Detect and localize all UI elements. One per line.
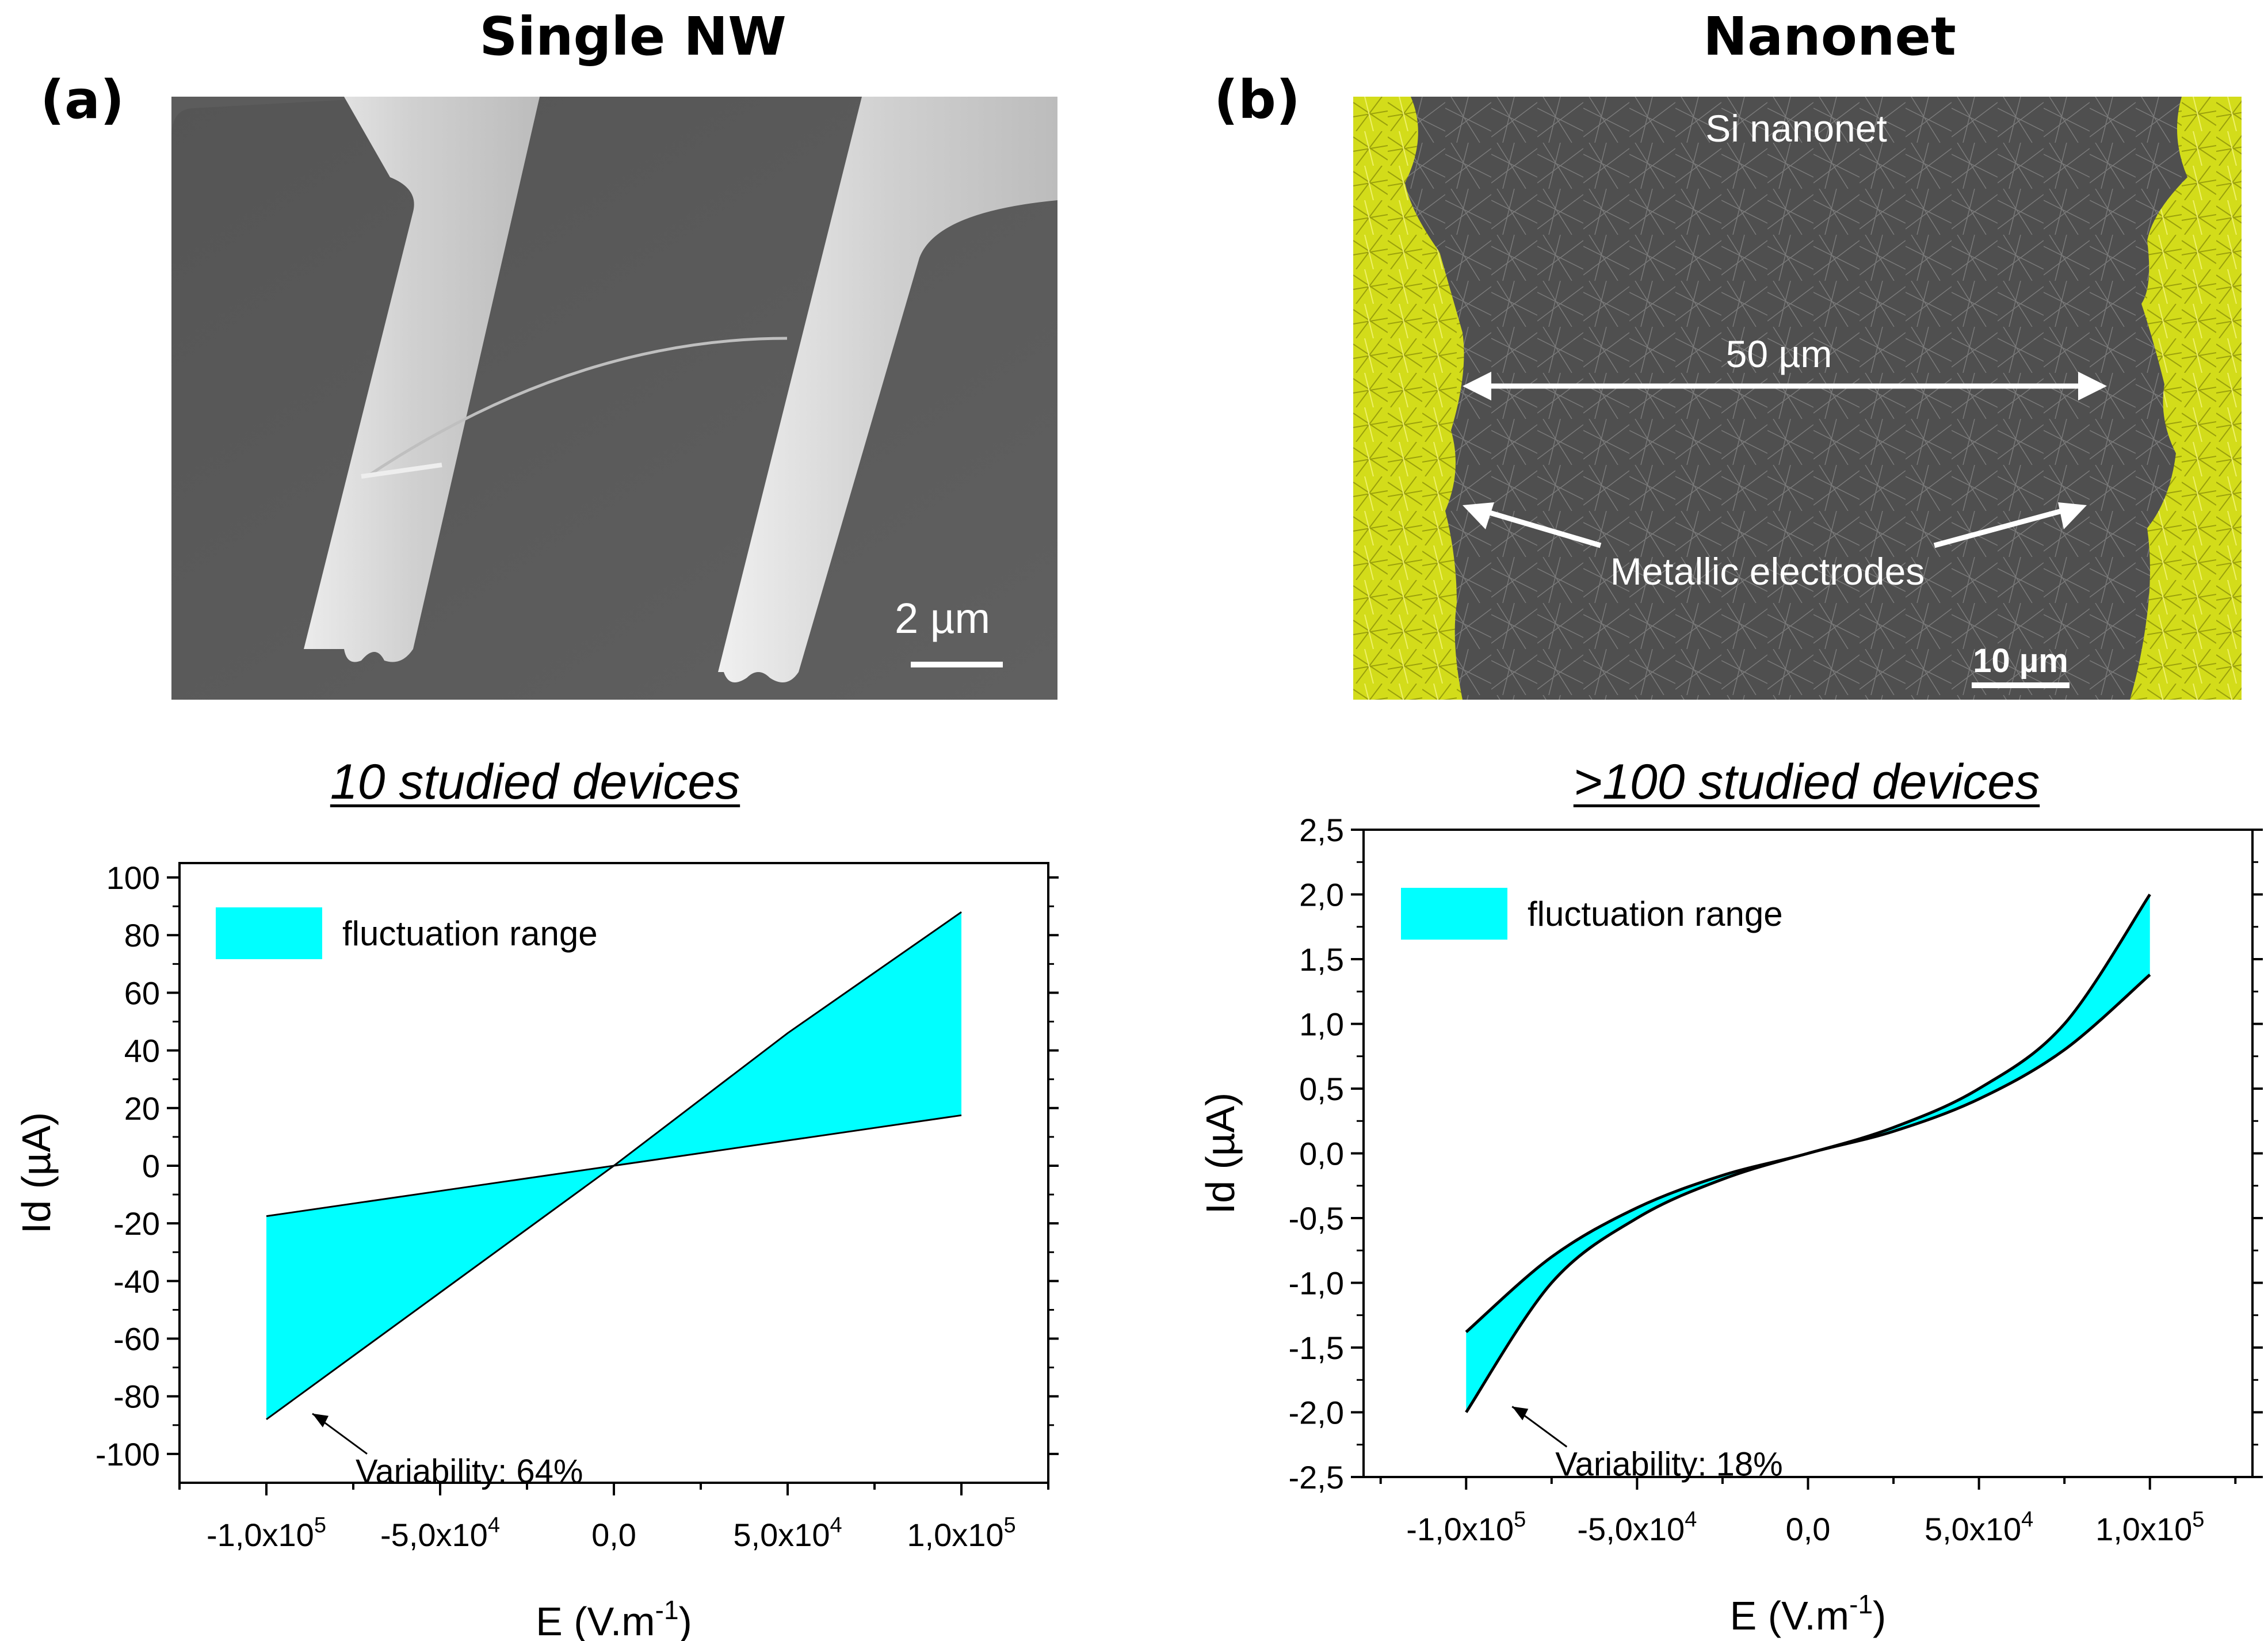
y-tick-label: -20 [113, 1205, 160, 1242]
y-tick-label: -80 [113, 1379, 160, 1415]
y-tick-label: 0,5 [1299, 1071, 1344, 1107]
metallic-electrodes-label: Metallic electrodes [1610, 550, 1925, 593]
scale-bar-a [911, 662, 1003, 667]
si-nanonet-label: Si nanonet [1705, 107, 1887, 150]
y-tick-label: 2,5 [1299, 817, 1344, 848]
y-tick-label: -60 [113, 1321, 160, 1357]
chart-nanonet: 2,5 2,0 1,5 1,0 0,5 0,0 -0,5 -1,0 -1,5 -2,0 -2,5 -1… [1198, 817, 2263, 1638]
sem-image-single-nw: 2 µm [171, 97, 1057, 700]
y-tick-label: -1,0 [1289, 1265, 1345, 1302]
y-tick-label: 100 [106, 860, 160, 896]
left-electrode [287, 97, 540, 662]
annotation-arrowhead [1512, 1406, 1529, 1421]
panel-a-letter: (a) [40, 69, 125, 131]
scale-label-a: 2 µm [895, 594, 990, 642]
chart-single-nw: 100 80 60 40 20 0 -20 -40 -60 -80 -100 -1,0x105 -5,0… [14, 860, 1059, 1641]
x-tick-label: 0,0 [1786, 1511, 1831, 1547]
y-tick-label: -2,5 [1289, 1459, 1345, 1495]
y-tick-label: -100 [96, 1436, 160, 1472]
y-axis-label: Id (µA) [14, 1112, 59, 1234]
legend-label: fluctuation range [1528, 895, 1783, 933]
x-tick-label: -5,0x104 [380, 1513, 500, 1553]
y-tick-label: 20 [124, 1090, 160, 1127]
legend-swatch [1401, 888, 1507, 940]
y-tick-label: -0,5 [1289, 1200, 1345, 1237]
x-tick-label: -1,0x105 [1406, 1508, 1526, 1547]
dimension-label: 50 µm [1726, 333, 1832, 375]
annotation-label: Variability: 18% [1555, 1446, 1782, 1483]
right-electrode [718, 97, 1057, 682]
subtitle-b: >100 studied devices [1573, 754, 2040, 810]
y-tick-label: 1,5 [1299, 941, 1344, 978]
scale-bar-b [1972, 682, 2070, 688]
y-tick-label: 40 [124, 1033, 160, 1069]
scale-label-b: 10 µm [1973, 642, 2068, 680]
subtitle-a: 10 studied devices [330, 754, 740, 810]
x-tick-label: -5,0x104 [1577, 1508, 1697, 1547]
y-tick-label: 1,0 [1299, 1006, 1344, 1043]
legend-label: fluctuation range [342, 914, 598, 953]
y-tick-label: 2,0 [1299, 877, 1344, 913]
panel-b-letter: (b) [1214, 69, 1300, 131]
x-tick-label: 5,0x104 [733, 1513, 842, 1553]
y-tick-label: -2,0 [1289, 1395, 1345, 1431]
y-tick-label: 0 [142, 1148, 160, 1184]
x-tick-label: 1,0x105 [2095, 1508, 2204, 1547]
electrode-arrow-right [1933, 505, 2074, 548]
panel-b-title: Nanonet [1703, 6, 1956, 67]
y-axis-label: Id (µA) [1198, 1093, 1243, 1214]
electrode-arrow-left [1473, 505, 1602, 548]
y-tick-label: 0,0 [1299, 1136, 1344, 1172]
y-tick-label: -40 [113, 1263, 160, 1299]
x-axis-label: E (V.m-1) [536, 1595, 692, 1641]
fluctuation-area [266, 912, 961, 1419]
series-lower-line [1465, 974, 2151, 1413]
x-tick-label: 0,0 [591, 1517, 636, 1553]
series-lower-line [266, 1114, 962, 1421]
sem-image-nanonet: Si nanonet 50 µm Metallic electrodes 10 … [1353, 97, 2242, 700]
x-tick-label: -1,0x105 [207, 1513, 326, 1553]
y-tick-label: 60 [124, 975, 160, 1011]
annotation-arrowhead [312, 1413, 329, 1428]
nanonet-channel [1405, 97, 2187, 700]
panel-a-title: Single NW [479, 6, 786, 67]
y-tick-label: -1,5 [1289, 1330, 1345, 1366]
y-tick-label: 80 [124, 917, 160, 953]
x-tick-label: 1,0x105 [907, 1513, 1015, 1553]
x-tick-label: 5,0x104 [1925, 1508, 2033, 1547]
x-axis-label: E (V.m-1) [1730, 1589, 1887, 1638]
legend-swatch [216, 907, 322, 959]
annotation-label: Variability: 64% [356, 1453, 583, 1490]
nanowire [366, 337, 788, 478]
